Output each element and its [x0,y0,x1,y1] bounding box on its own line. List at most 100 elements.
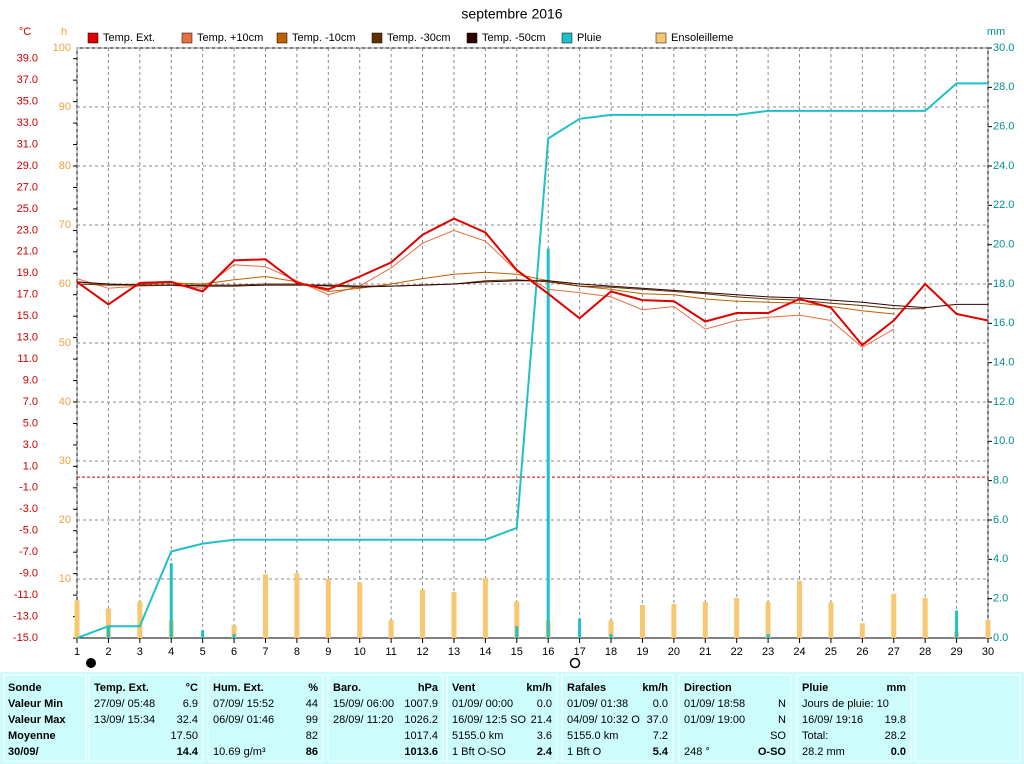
stats-value: O-SO [758,746,787,758]
stats-value: 5155.0 km [452,730,503,742]
stats-value: 0.0 [653,698,668,710]
y-tick-label: 37.0 [17,74,38,86]
y-tick-label: 27.0 [17,181,38,193]
stats-value: Jours de pluie: 10 [802,698,889,710]
bar [671,603,677,638]
stats-value: 16/09/ 19:16 [802,714,863,726]
bar [766,634,770,638]
y2-tick-label: 16.0 [993,317,1014,329]
y-tick-label: 31.0 [17,138,38,150]
y-tick-label: 23.0 [17,224,38,236]
y3-unit: h [61,26,67,38]
stats-value: 01/09/ 18:58 [684,698,745,710]
stats-header: Baro. [333,682,361,694]
stats-value: 28.2 mm [802,746,845,758]
y-tick-label: -3.0 [19,503,38,515]
stats-value: 5.4 [653,746,669,758]
x-tick-label: 24 [793,646,805,658]
y-tick-label: 15.0 [17,310,38,322]
stats-value: 17.50 [170,730,198,742]
bar [106,626,110,638]
stats-value: 14.4 [177,746,199,758]
y-tick-label: -13.0 [13,610,38,622]
series-line [76,217,989,347]
stats-value: 0.0 [537,698,552,710]
stats-header: Direction [684,682,732,694]
stats-unit: °C [186,682,198,694]
bar [231,625,237,638]
bar [608,620,614,638]
y2-unit: mm [987,26,1005,38]
bar [420,589,426,638]
x-tick-label: 3 [137,646,143,658]
stats-header: Vent [452,682,476,694]
x-tick-label: 26 [856,646,868,658]
stats-value: 6.9 [183,698,198,710]
bar [325,579,331,638]
stats-value: 2.4 [537,746,553,758]
stats-value: 1026.2 [404,714,438,726]
stats-row-label: Valeur Max [8,714,66,726]
y-tick-label: 29.0 [17,160,38,172]
stats-row-label: 30/09/ [8,746,39,758]
bar [262,574,268,638]
x-tick-label: 27 [888,646,900,658]
y-tick-label: 39.0 [17,53,38,65]
y-tick-label: -9.0 [19,568,38,580]
stats-value: 3.6 [537,730,552,742]
stats-value: 13/09/ 15:34 [94,714,155,726]
bar [702,602,708,638]
stats-value: 5155.0 km [567,730,618,742]
stats-value: 44 [306,698,318,710]
stats-value: 07/09/ 15:52 [213,698,274,710]
legend-label: Temp. +10cm [197,32,263,44]
x-tick-label: 29 [950,646,962,658]
stats-cell [327,674,444,762]
bar [388,620,394,638]
y2-tick-label: 30.0 [993,42,1014,54]
series-line [76,82,988,639]
stats-value: 1017.4 [404,730,438,742]
x-tick-label: 17 [573,646,585,658]
x-tick-label: 21 [699,646,711,658]
stats-value: 32.4 [177,714,198,726]
stats-header: Temp. Ext. [94,682,149,694]
bar [578,618,582,638]
series-line [76,271,894,315]
stats-cell [796,674,912,762]
stats-unit: mm [886,682,906,694]
stats-value: 16/09/ 12:5 SO [452,714,526,726]
stats-value: 01/09/ 01:38 [567,698,628,710]
x-tick-label: 9 [325,646,331,658]
stats-value: 1 Bft O-SO [452,746,506,758]
legend-label: Temp. -10cm [292,32,356,44]
bar [546,248,550,638]
stats-row-label: Moyenne [8,730,56,742]
x-tick-label: 10 [354,646,366,658]
stats-value: 01/09/ 00:00 [452,698,513,710]
stats-value: 15/09/ 06:00 [333,698,394,710]
bar [169,563,173,638]
stats-value: 21.4 [531,714,552,726]
stats-panel [0,672,1024,764]
stats-value: 1 Bft O [567,746,602,758]
y3-tick-label: 90 [59,101,71,113]
y2-tick-label: 10.0 [993,435,1014,447]
x-tick-label: 20 [668,646,680,658]
stats-unit: % [308,682,318,694]
y2-tick-label: 2.0 [993,593,1008,605]
stats-cell [914,674,1021,762]
y-tick-label: -7.0 [19,546,38,558]
y-tick-label: 3.0 [23,439,38,451]
y-tick-label: 1.0 [23,460,38,472]
y2-tick-label: 20.0 [993,239,1014,251]
bar [294,573,300,638]
stats-value: 86 [306,746,318,758]
stats-value: Total: [802,730,828,742]
y-tick-label: -5.0 [19,525,38,537]
bar [828,602,834,638]
x-tick-label: 28 [919,646,931,658]
y-tick-label: 11.0 [17,353,38,365]
bar [859,623,865,638]
x-tick-label: 8 [294,646,300,658]
